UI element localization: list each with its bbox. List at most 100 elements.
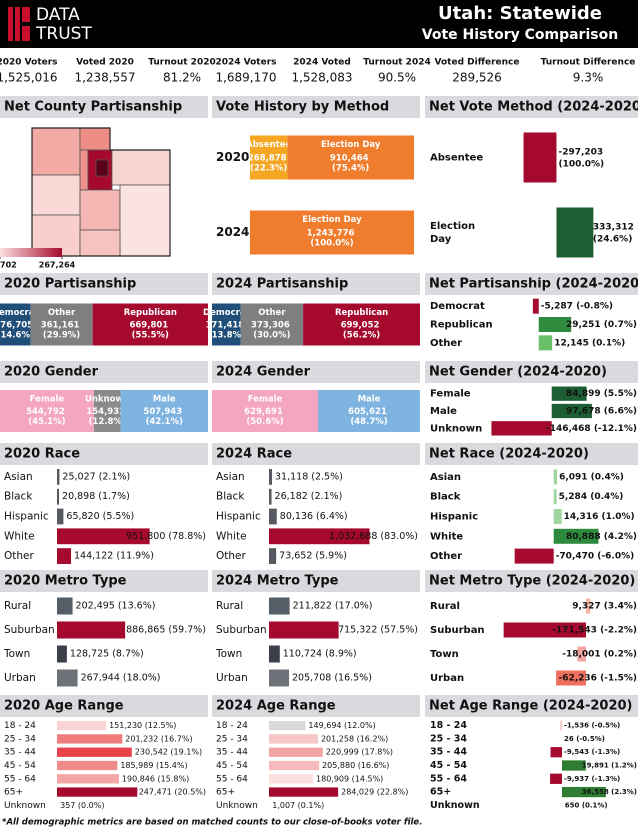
segment-name: Republican (335, 308, 388, 318)
panel-title: 2024 Race (216, 447, 292, 462)
text-line: (22.3%) (250, 163, 287, 173)
text-line: (100.0%) (558, 159, 604, 169)
bar-segment (120, 390, 208, 432)
panel-header (425, 695, 638, 717)
value-label: 128,725 (8.7%) (70, 649, 144, 660)
segment-name: Male (358, 395, 381, 405)
bar (269, 760, 320, 771)
value-label: 357 (0.0%) (60, 801, 104, 810)
bar (551, 403, 592, 419)
value-label: 507,943 (42.1%) (143, 407, 185, 427)
value-label: 171,418 (13.8%) (205, 320, 247, 340)
category-label: Other (430, 338, 462, 349)
panel-title: 2024 Metro Type (216, 574, 339, 589)
bar (562, 786, 606, 798)
category-label: 35 - 44 (216, 748, 248, 758)
bar (553, 528, 599, 544)
bar-segment (287, 135, 414, 180)
bar (550, 747, 562, 758)
value-label: 1,007 (0.1%) (272, 801, 324, 810)
page-title: Utah: Statewide (438, 3, 602, 24)
panel-header (212, 570, 420, 592)
category-label: Hispanic (430, 512, 478, 523)
panel-title: 2024 Age Range (216, 699, 336, 714)
bar (269, 787, 339, 797)
bar (57, 508, 64, 525)
bar (538, 317, 572, 332)
panel-title: 2020 Metro Type (4, 574, 127, 589)
category-label: Election Day (430, 221, 479, 245)
bar (532, 298, 539, 314)
value-label: 25,027 (2.1%) (62, 471, 130, 482)
value-label: 910,464 (75.4%) (330, 153, 372, 173)
value-label: 151,230 (12.5%) (109, 721, 176, 730)
text-line: (24.6%) (593, 234, 632, 244)
value-label: 12,145 (0.1%) (554, 338, 625, 348)
bar (523, 132, 557, 183)
segment-name: Other (48, 308, 76, 318)
bar (57, 669, 78, 687)
category-label: Unknown (430, 800, 480, 811)
category-label: Democrat (430, 301, 485, 312)
bar-segment (93, 390, 121, 432)
category-label: Town (3, 648, 30, 660)
bar (556, 207, 594, 258)
panel-header (0, 96, 208, 118)
value-label: 247,471 (20.5%) (139, 788, 206, 797)
bar-segment (30, 303, 93, 346)
value-label: -9,543 (-1.3%) (564, 748, 620, 756)
bar (57, 747, 132, 757)
value-label: 373,306 (30.0%) (251, 320, 293, 340)
panel-title: Net County Partisanship (4, 100, 182, 115)
bar (57, 597, 73, 615)
value-label: 669,801 (55.5%) (129, 320, 171, 340)
bar (57, 787, 138, 797)
stat-label: Turnout 2020 (148, 58, 215, 68)
panel-header (212, 361, 420, 383)
value-label: 84,899 (5.5%) (566, 389, 637, 399)
panel-header (212, 96, 420, 118)
category-label: Rural (4, 600, 31, 612)
category-label: Republican (430, 320, 493, 331)
color-scale (0, 248, 62, 257)
category-label: Black (4, 491, 33, 503)
value-label: 886,865 (59.7%) (126, 625, 206, 636)
segment-name: Male (153, 395, 176, 405)
category-label: Absentee (430, 153, 483, 164)
panel-title: 2020 Age Range (4, 699, 124, 714)
text-line: 154,932 (86, 407, 128, 417)
page-subtitle: Vote History Comparison (422, 27, 618, 43)
bar-segment (0, 303, 31, 346)
panel-title: 2020 Race (4, 447, 80, 462)
bar-segment (250, 135, 288, 180)
value-label: 220,999 (17.8%) (326, 748, 393, 757)
bar (269, 645, 280, 663)
text-line: 1,243,776 (307, 228, 358, 238)
bar (551, 386, 587, 401)
category-label: Urban (4, 672, 36, 684)
value-label: 201,232 (16.7%) (125, 734, 192, 743)
text-line: 544,792 (26, 407, 68, 417)
text-line: 171,418 (205, 320, 247, 330)
panel-header (0, 273, 208, 295)
value-label: 544,792 (45.1%) (26, 407, 68, 427)
panel-title: Net Partisanship (2024-2020) (429, 277, 638, 292)
category-label: Suburban (216, 624, 267, 636)
category-label: Black (430, 492, 461, 503)
panel-title: 2024 Gender (216, 365, 311, 380)
category-label: 18 - 24 (430, 720, 467, 731)
value-label: 26,182 (2.1%) (275, 491, 343, 502)
bar (57, 488, 60, 505)
category-label: Asian (430, 472, 461, 483)
bar (269, 669, 290, 687)
bar (491, 421, 552, 436)
category-label: Rural (430, 601, 460, 612)
bar (57, 621, 126, 639)
stat-label: 2020 Voters (0, 58, 58, 68)
panel-header (212, 273, 420, 295)
value-label: 190,846 (15.8%) (122, 774, 189, 783)
bar (57, 548, 72, 564)
panel-title: Vote History by Method (216, 100, 389, 115)
value-label: 230,542 (19.1%) (135, 748, 202, 757)
